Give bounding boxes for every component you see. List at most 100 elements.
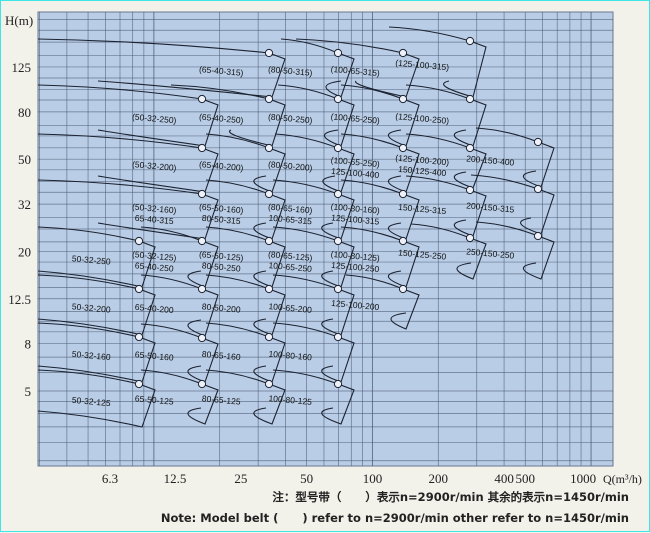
tile-model-label: 65-50-160 <box>135 349 175 362</box>
pump-tile: 50-32-160 <box>37 322 156 383</box>
efficiency-point-marker <box>533 184 543 194</box>
tile-model-label: (100-65-250) <box>330 111 380 125</box>
tile-outline <box>475 221 555 280</box>
tile-model-label: (80-50-250) <box>268 112 313 126</box>
pump-tile: (50-32-125)65-40-250 <box>132 226 219 288</box>
tile-model-label: 100-80-160 <box>268 349 312 363</box>
efficiency-point-marker <box>134 332 144 342</box>
tile-model-label: 200-150-400 <box>466 153 515 167</box>
tile-outline <box>140 323 219 383</box>
note-english: Note: Model belt ( ) refer to n=2900r/mi… <box>160 511 629 525</box>
tile-outline <box>140 274 219 337</box>
tile-model-label: (80-50-315) <box>268 64 313 78</box>
tile-outline <box>272 226 355 288</box>
tile-model-label: 100-65-200 <box>268 301 312 315</box>
efficiency-point-marker <box>264 284 274 294</box>
tile-outline <box>340 179 420 240</box>
pump-tile: (50-32-160)65-40-315 <box>37 179 219 240</box>
tile-model-label: (100-80-125) <box>330 249 380 263</box>
tile-outline <box>405 84 487 147</box>
efficiency-point-marker <box>197 94 207 104</box>
tile-model-label: 50-32-250 <box>72 253 112 266</box>
y-axis-label: H(m) <box>5 13 33 28</box>
x-tick-label: 12.5 <box>164 471 187 486</box>
tile-model-label: (50-32-250) <box>132 112 177 126</box>
pump-tile: (80-50-200) <box>268 133 355 193</box>
x-tick-label: 50 <box>300 471 313 486</box>
pump-tile: 150-125-250 <box>398 223 487 280</box>
tile-model-label: 50-32-125 <box>72 395 112 408</box>
pump-tile: (50-32-200) <box>37 133 219 193</box>
tile-model-label: 100-80-125 <box>268 393 312 407</box>
tile-outline <box>205 179 286 240</box>
tile-outline <box>470 174 555 235</box>
tile-outline <box>272 274 355 336</box>
y-tick-label: 32 <box>18 197 31 212</box>
tile-model-label: 150-125-400 <box>398 164 447 178</box>
x-tick-label: 1000 <box>570 471 596 486</box>
pump-tile: (100-65-315) <box>295 38 420 98</box>
tile-model-label: 125-100-315 <box>331 212 380 226</box>
pump-tile: 100-65-200 <box>268 274 355 336</box>
tile-model-label: 125-100-200 <box>331 298 380 312</box>
tile-model-label: (80-50-200) <box>268 159 313 173</box>
efficiency-point-marker <box>465 36 475 46</box>
tile-outline <box>277 84 355 147</box>
tile-model-label: 50-32-200 <box>72 301 112 314</box>
y-tick-label: 20 <box>18 244 31 259</box>
tile-model-label: 125-100-400 <box>331 166 380 180</box>
y-tick-label: 8 <box>25 337 32 352</box>
tile-model-label: 125-100-250 <box>331 260 380 274</box>
tile-model-label: (65-50-160) <box>199 202 244 216</box>
efficiency-point-marker <box>398 284 408 294</box>
efficiency-point-marker <box>333 94 343 104</box>
tile-model-label: 80-50-200 <box>202 301 242 314</box>
pump-tile: (65-50-125)80-50-250 <box>199 226 286 288</box>
x-tick-label: 200 <box>429 471 449 486</box>
pump-tile: 150-125-315 <box>398 175 487 237</box>
efficiency-point-marker <box>197 236 207 246</box>
efficiency-point-marker <box>533 231 543 241</box>
pump-tile: (125-100-200)150-125-400 <box>395 133 487 189</box>
tile-model-label: (50-32-160) <box>132 202 177 216</box>
efficiency-point-marker <box>197 284 207 294</box>
tile-model-label: 100-65-250 <box>268 260 312 274</box>
efficiency-point-marker <box>465 143 475 153</box>
x-tick-label: 6.3 <box>102 471 118 486</box>
tile-model-label: (125-100-250) <box>395 111 450 126</box>
pump-tile: 65-50-160 <box>135 323 219 383</box>
pump-tile: (65-50-160)80-50-315 <box>199 179 286 240</box>
pump-tile: 100-80-125 <box>268 369 355 425</box>
tile-outline <box>140 369 219 425</box>
tile-model-label: (100-65-250) <box>330 155 380 169</box>
tile-model-label: 50-32-160 <box>72 349 112 362</box>
x-axis-label: Q(m³/h) <box>603 472 642 486</box>
pump-tile: 250-150-250 <box>466 221 555 280</box>
note-chinese: 注：型号带（ ）表示n=2900r/min 其余的表示n=1450r/min <box>272 490 629 504</box>
tile-model-label: 65-40-250 <box>135 260 175 273</box>
efficiency-point-marker <box>197 379 207 389</box>
pump-tile: 80-50-200 <box>202 274 286 336</box>
tile-model-label: (80-65-160) <box>268 202 313 216</box>
pump-tile: (65-40-250) <box>170 84 286 147</box>
y-tick-label: 125 <box>12 60 32 75</box>
tile-outline <box>410 223 487 280</box>
tile-model-label: (65-40-315) <box>199 64 244 78</box>
pump-tile: (80-65-125)100-65-250 <box>268 226 355 288</box>
pump-tile: 65-50-125 <box>135 369 219 425</box>
tile-model-label: (65-50-125) <box>199 249 244 263</box>
y-tick-label: 5 <box>25 384 32 399</box>
efficiency-point-marker <box>264 236 274 246</box>
x-tick-label: 400 <box>494 471 514 486</box>
efficiency-point-marker <box>134 236 144 246</box>
tile-model-label: 80-65-125 <box>202 393 242 406</box>
tile-outline <box>405 133 487 189</box>
y-tick-label: 80 <box>18 105 31 120</box>
tile-model-label: 250-150-250 <box>466 246 515 260</box>
pump-tile: 100-80-160 <box>268 322 355 383</box>
x-tick-label: 500 <box>516 471 536 486</box>
tile-outline <box>345 274 420 330</box>
efficiency-point-marker <box>333 48 343 58</box>
tile-model-label: (100-65-315) <box>330 64 380 78</box>
